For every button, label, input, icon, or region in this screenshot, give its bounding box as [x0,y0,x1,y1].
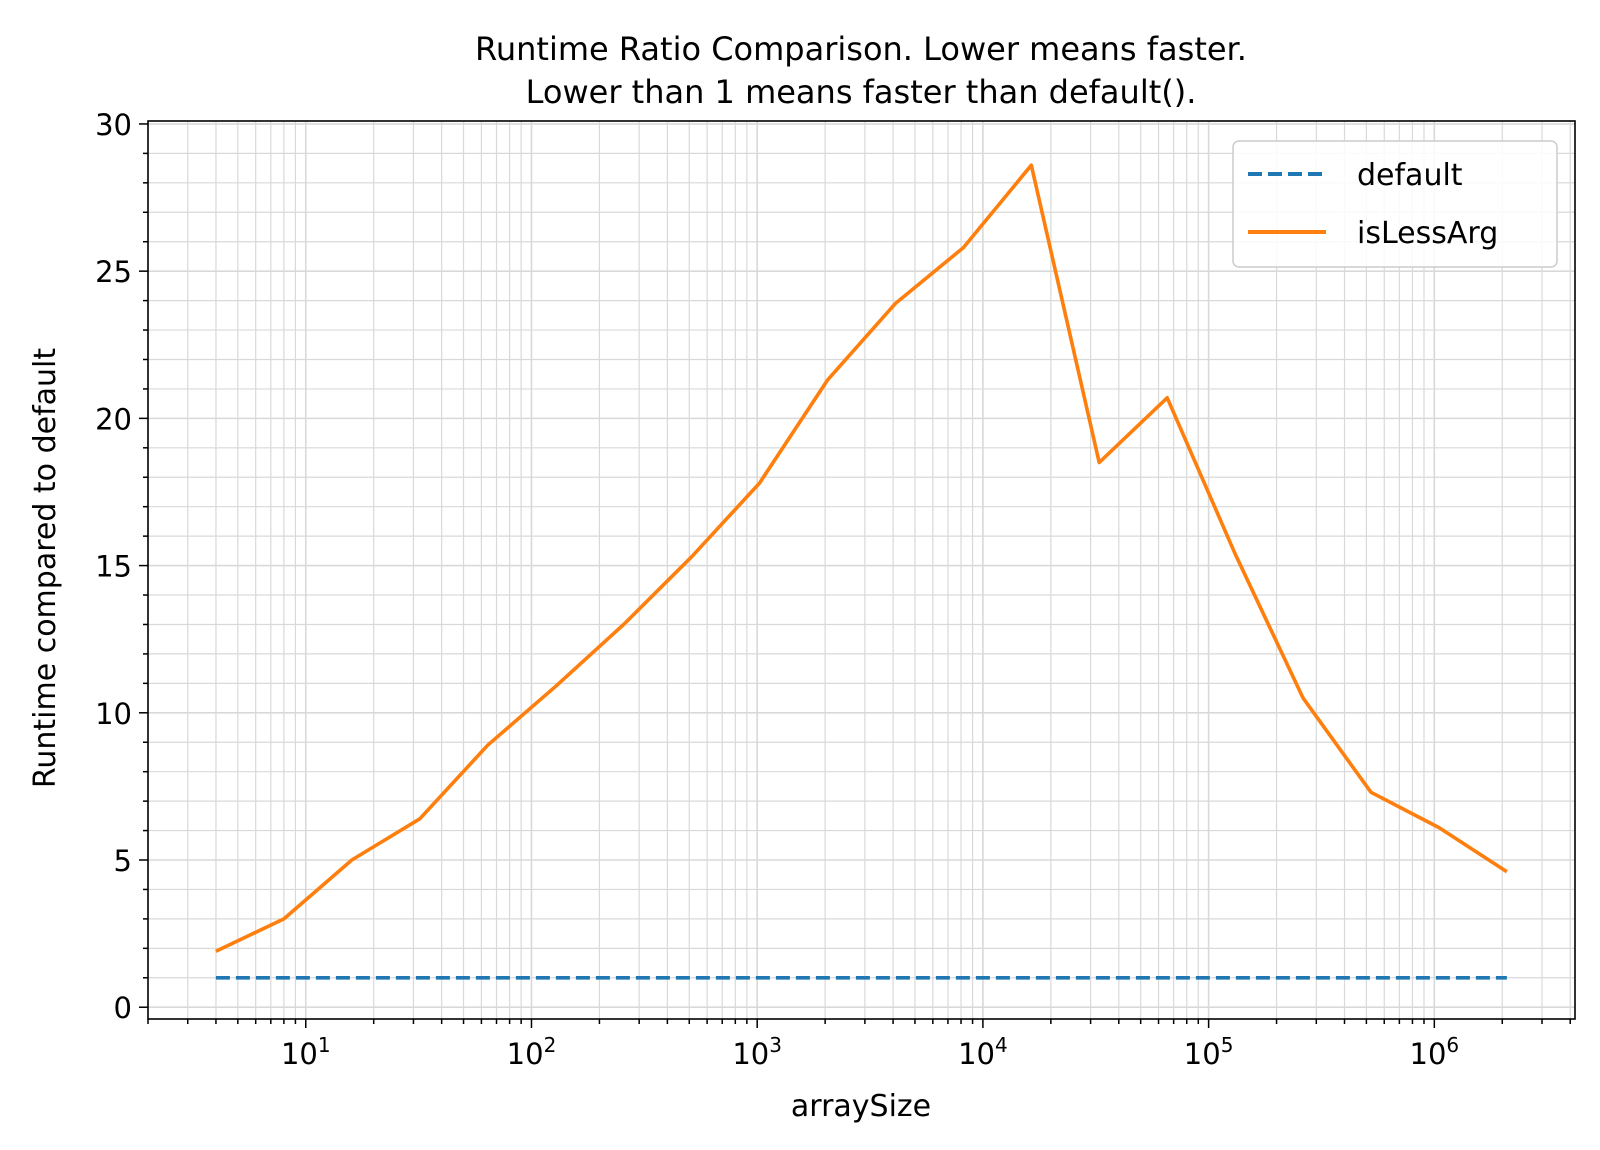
plot-lines [215,163,1508,980]
y-tick-label: 30 [95,108,132,142]
legend: default isLessArg [1232,140,1558,268]
x-tick-label: 101 [281,1033,331,1071]
y-tick-label: 25 [95,255,132,289]
grid [147,121,1575,1019]
title-line-2: Lower than 1 means faster than default()… [526,73,1197,111]
title-line-1: Runtime Ratio Comparison. Lower means fa… [475,30,1247,68]
y-tick-label: 0 [114,991,132,1025]
x-axis-label: arraySize [791,1089,931,1124]
y-axis-ticks: 0 5 10 15 20 25 30 [95,108,148,1025]
x-tick-label: 103 [732,1033,782,1071]
series-line-isLessArg [215,163,1508,953]
x-tick-label: 105 [1184,1033,1234,1071]
x-tick-label: 102 [507,1033,557,1071]
x-tick-label: 106 [1410,1033,1460,1071]
chart-title: Runtime Ratio Comparison. Lower means fa… [475,30,1247,111]
x-tick-label: 104 [958,1033,1008,1071]
x-axis-ticks: 101 102 103 104 105 106 [147,1019,1571,1071]
legend-label-default: default [1357,158,1463,193]
y-tick-label: 10 [95,697,132,731]
y-tick-label: 5 [114,844,132,878]
plot-frame [147,120,1576,1020]
y-axis-label: Runtime compared to default [28,348,63,788]
y-tick-label: 20 [95,402,132,436]
legend-label-isLessArg: isLessArg [1357,216,1498,251]
y-tick-label: 15 [95,550,132,584]
